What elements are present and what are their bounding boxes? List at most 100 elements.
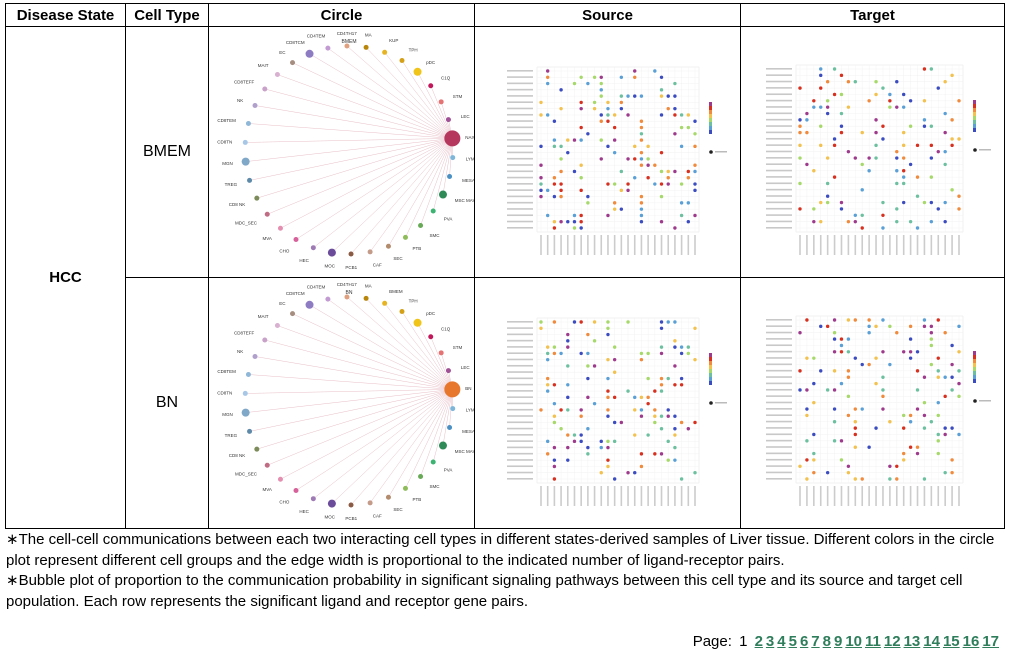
bubble-col-label (694, 235, 696, 255)
page-link-17[interactable]: 17 (982, 633, 999, 650)
page-link-6[interactable]: 6 (799, 633, 809, 650)
bubble-point (908, 124, 913, 128)
bubble-point (612, 345, 617, 349)
circle-node (327, 499, 336, 508)
bubble-point (915, 143, 920, 148)
bubble-point (606, 414, 610, 418)
circle-node (262, 337, 268, 343)
bubble-point (686, 125, 691, 130)
target-bubble-plot[interactable] (741, 278, 1005, 528)
bubble-point (633, 176, 637, 180)
bubble-point (606, 213, 610, 218)
bubble-point (929, 200, 934, 205)
bubble-point (646, 351, 650, 356)
circle-node-label: CD4TEM (307, 284, 326, 289)
bubble-row-label (507, 176, 533, 179)
circle-node-label: MA (365, 284, 372, 289)
page-link-10[interactable]: 10 (845, 633, 863, 650)
bubble-point (579, 75, 583, 79)
bubble-point (606, 182, 610, 186)
bubble-point (805, 458, 809, 462)
bubble-col-label (560, 486, 562, 506)
page-link-3[interactable]: 3 (765, 633, 775, 650)
bubble-point (846, 470, 851, 475)
cell-type-cell: BMEM (125, 26, 209, 278)
page-link-7[interactable]: 7 (811, 633, 820, 650)
bubble-point (545, 383, 550, 387)
circle-edge (245, 389, 453, 394)
bubble-point (805, 413, 809, 418)
circle-edge (248, 374, 453, 390)
source-bubble-plot[interactable] (475, 27, 741, 277)
bubble-row-label (766, 207, 792, 210)
bubble-point (832, 318, 837, 322)
bubble-point (646, 157, 650, 161)
bubble-point (619, 106, 624, 111)
bubble-row-label (507, 151, 533, 154)
page-link-11[interactable]: 11 (865, 633, 881, 650)
bubble-point (545, 345, 550, 349)
bubble-point (922, 318, 927, 322)
circle-edge (430, 336, 453, 390)
bubble-point (874, 130, 878, 135)
page-link-8[interactable]: 8 (822, 633, 831, 650)
bubble-point (639, 351, 644, 356)
bubble-point (943, 219, 947, 224)
circle-node (428, 83, 434, 89)
bubble-point (853, 318, 858, 322)
bubble-point (798, 130, 802, 135)
page-link-5[interactable]: 5 (788, 633, 797, 650)
bubble-point (943, 149, 947, 154)
bubble-col-label (566, 235, 569, 255)
bubble-point (881, 318, 885, 322)
circle-edge (277, 325, 453, 390)
bubble-point (915, 194, 920, 198)
bubble-point (881, 375, 885, 379)
bubble-point (559, 182, 563, 186)
bubble-point (693, 132, 697, 136)
circle-plot[interactable]: BN BMEM TPH pDC C1Q STM LEC BN LYMAMD MESA MSC MAY… (209, 278, 475, 528)
bubble-point (599, 471, 603, 475)
bubble-point (679, 376, 684, 381)
bubble-point (929, 156, 934, 160)
bubble-point (867, 445, 871, 449)
page-link-16[interactable]: 16 (962, 633, 980, 650)
bubble-point (552, 458, 557, 462)
bubble-point (673, 383, 677, 387)
bubble-point (915, 226, 920, 230)
bubble-point (633, 69, 637, 73)
source-bubble-plot[interactable] (475, 278, 741, 528)
bubble-point (936, 86, 940, 90)
bubble-row-label (766, 195, 792, 197)
bubble-point (832, 92, 837, 97)
bubble-col-label (660, 235, 663, 255)
target-bubble-plot[interactable] (741, 27, 1005, 277)
page-link-2[interactable]: 2 (754, 633, 763, 650)
page-link-13[interactable]: 13 (903, 633, 921, 650)
bubble-point (957, 350, 961, 354)
bubble-point (559, 188, 563, 193)
bubble-point (572, 81, 577, 86)
circle-node-label: CD8TCM (286, 40, 305, 45)
page-link-15[interactable]: 15 (942, 633, 960, 650)
bubble-point (867, 156, 871, 160)
bubble-point (798, 464, 802, 468)
bubble-point (908, 445, 913, 449)
circle-title-label: BN (346, 290, 353, 296)
bubble-plot-frame (795, 315, 964, 484)
page-link-9[interactable]: 9 (833, 633, 843, 650)
bubble-point (606, 144, 610, 149)
legend-swatch (709, 110, 712, 114)
bubble-point (950, 118, 954, 122)
circle-node-label: CD8TN (217, 390, 232, 395)
page-link-12[interactable]: 12 (883, 633, 901, 650)
bubble-row-label (766, 350, 792, 353)
bubble-point (606, 445, 610, 450)
bubble-point (619, 75, 624, 79)
page-link-4[interactable]: 4 (777, 633, 786, 650)
source-plot-cell (474, 26, 741, 278)
bubble-point (929, 124, 934, 128)
circle-plot[interactable]: BMEM KUP TPH pDC C1Q STM LEC NAIVE LYMAMD MESA MSC… (209, 27, 475, 277)
bubble-point (908, 219, 913, 224)
page-link-14[interactable]: 14 (923, 633, 940, 650)
